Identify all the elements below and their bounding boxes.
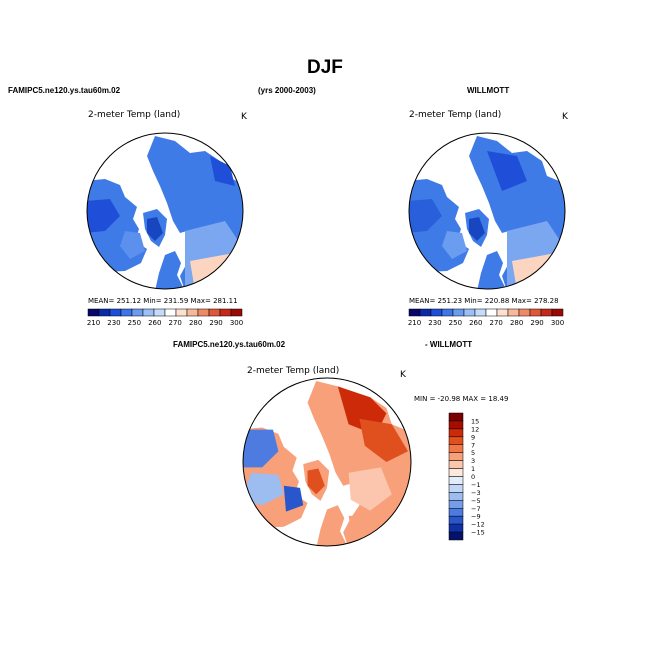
obs-map [408, 132, 566, 290]
colorbar-swatch [120, 308, 133, 317]
colorbar-swatch [448, 444, 464, 453]
model-colorbar: 210 230 250 260 270 280 290 300 [87, 308, 243, 327]
colorbar-swatch [448, 468, 464, 477]
colorbar-swatch [448, 531, 464, 541]
colorbar-tick-label: −12 [471, 521, 485, 529]
colorbar-tick-label: −5 [471, 497, 481, 505]
colorbar-tick-label: 270 [490, 319, 503, 327]
colorbar-tick-label: 290 [209, 319, 222, 327]
colorbar-swatch [448, 420, 464, 430]
colorbar-tick-label: 290 [530, 319, 543, 327]
colorbar-swatch [452, 308, 465, 317]
colorbar-tick-label: 12 [471, 425, 479, 433]
colorbar-tick-label: 0 [471, 473, 475, 481]
colorbar-tick-label: −7 [471, 505, 481, 513]
colorbar-swatch [219, 308, 232, 317]
colorbar-swatch [142, 308, 155, 317]
colorbar-tick-label: 210 [408, 319, 421, 327]
colorbar-swatch [551, 308, 564, 317]
colorbar-swatch [448, 412, 464, 422]
colorbar-tick-label: 9 [471, 433, 475, 441]
colorbar-swatch [109, 308, 122, 317]
colorbar-swatch [230, 308, 243, 317]
colorbar-swatch [448, 500, 464, 509]
colorbar-swatch [507, 308, 520, 317]
colorbar-tick-label: 250 [449, 319, 462, 327]
diff-map [242, 377, 412, 547]
colorbar-tick-label: −9 [471, 513, 481, 521]
obs-stats: MEAN= 251.23 Min= 220.88 Max= 278.28 [409, 297, 559, 305]
colorbar-swatch [175, 308, 188, 317]
colorbar-swatch [131, 308, 144, 317]
colorbar-tick-label: −3 [471, 489, 481, 497]
colorbar-tick-label: 280 [189, 319, 202, 327]
colorbar-swatch [208, 308, 221, 317]
colorbar-swatch [87, 308, 100, 317]
colorbar-tick-label: 1 [471, 465, 475, 473]
colorbar-tick-label: 270 [169, 319, 182, 327]
diff-panel-subtitle: 2-meter Temp (land) [247, 366, 340, 376]
colorbar-swatch [153, 308, 166, 317]
colorbar-swatch [448, 515, 464, 525]
obs-panel-subtitle: 2-meter Temp (land) [409, 110, 502, 120]
colorbar-tick-label: 15 [471, 417, 479, 425]
colorbar-swatch [448, 476, 464, 485]
model-panel-subtitle: 2-meter Temp (land) [88, 110, 181, 120]
colorbar-tick-label: 7 [471, 441, 475, 449]
colorbar-tick-label: −15 [471, 529, 485, 537]
colorbar-swatch [540, 308, 553, 317]
colorbar-swatch [408, 308, 421, 317]
obs-colorbar: 210 230 250 260 270 280 290 300 [408, 308, 564, 327]
colorbar-swatch [441, 308, 454, 317]
colorbar-swatch [419, 308, 432, 317]
diff-header-model: FAMIPC5.ne120.ys.tau60m.02 [173, 340, 286, 349]
model-stats: MEAN= 251.12 Min= 231.59 Max= 281.11 [88, 297, 238, 305]
colorbar-swatch [98, 308, 111, 317]
colorbar-swatch [448, 523, 464, 533]
model-case-name: FAMIPC5.ne120.ys.tau60m.02 [8, 86, 121, 95]
colorbar-swatch [485, 308, 498, 317]
colorbar-swatch [448, 436, 464, 445]
colorbar-swatch [448, 508, 464, 517]
colorbar-swatch [186, 308, 199, 317]
years-label: (yrs 2000-2003) [258, 86, 316, 95]
diff-panel-units: K [400, 370, 406, 380]
colorbar-swatch [430, 308, 443, 317]
colorbar-tick-label: 300 [551, 319, 564, 327]
colorbar-tick-label: 230 [107, 319, 120, 327]
colorbar-tick-label: 3 [471, 457, 475, 465]
colorbar-swatch [463, 308, 476, 317]
colorbar-swatch [448, 492, 464, 501]
colorbar-swatch [518, 308, 531, 317]
figure-title: DJF [307, 57, 343, 78]
colorbar-tick-label: −1 [471, 481, 481, 489]
colorbar-swatch [197, 308, 210, 317]
colorbar-tick-label: 300 [230, 319, 243, 327]
diff-stats: MIN = -20.98 MAX = 18.49 [414, 395, 509, 403]
colorbar-tick-label: 260 [469, 319, 482, 327]
colorbar-swatch [474, 308, 487, 317]
colorbar-swatch [448, 484, 464, 493]
diff-header-obs: - WILLMOTT [425, 340, 473, 349]
obs-dataset-name: WILLMOTT [467, 86, 510, 95]
colorbar-tick-label: 260 [148, 319, 161, 327]
model-map [86, 132, 244, 290]
colorbar-tick-label: 280 [510, 319, 523, 327]
colorbar-swatch [496, 308, 509, 317]
obs-panel-units: K [562, 112, 568, 122]
colorbar-swatch [448, 428, 464, 438]
colorbar-tick-label: 5 [471, 449, 475, 457]
colorbar-swatch [448, 460, 464, 469]
colorbar-tick-label: 250 [128, 319, 141, 327]
model-panel-units: K [241, 112, 247, 122]
colorbar-swatch [529, 308, 542, 317]
colorbar-tick-label: 230 [428, 319, 441, 327]
colorbar-swatch [448, 452, 464, 461]
colorbar-tick-label: 210 [87, 319, 100, 327]
colorbar-swatch [164, 308, 177, 317]
